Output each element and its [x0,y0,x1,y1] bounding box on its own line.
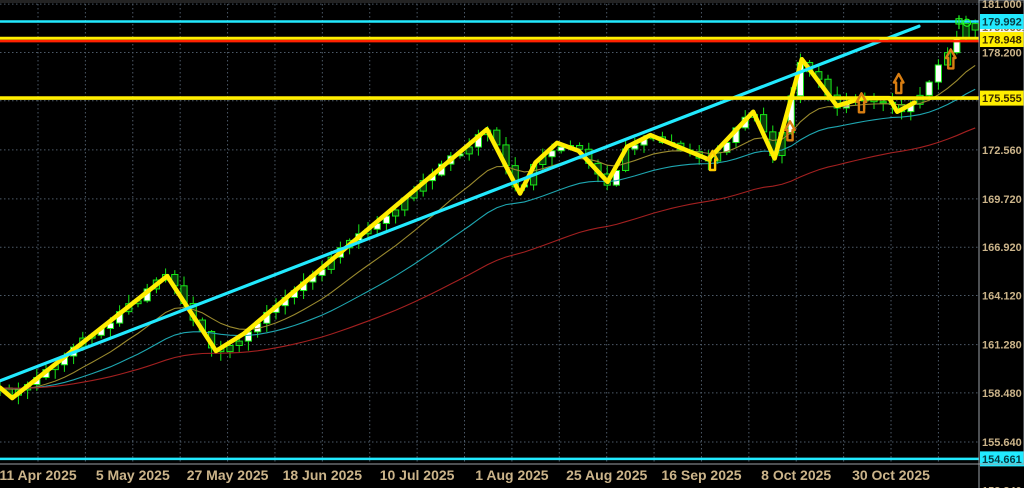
svg-text:179.992: 179.992 [982,17,1022,29]
svg-text:18 Jun 2025: 18 Jun 2025 [283,467,363,483]
svg-text:158.480: 158.480 [982,388,1022,400]
svg-text:181.000: 181.000 [982,0,1022,11]
svg-text:27 May 2025: 27 May 2025 [187,467,269,483]
svg-text:166.920: 166.920 [982,242,1022,254]
svg-text:11 Apr 2025: 11 Apr 2025 [0,467,77,483]
svg-text:1 Aug 2025: 1 Aug 2025 [475,467,549,483]
svg-text:164.120: 164.120 [982,291,1022,303]
svg-text:8 Oct 2025: 8 Oct 2025 [761,467,831,483]
svg-text:172.560: 172.560 [982,145,1022,157]
svg-text:25 Aug 2025: 25 Aug 2025 [566,467,647,483]
svg-text:30 Oct 2025: 30 Oct 2025 [852,467,930,483]
svg-text:161.280: 161.280 [982,340,1022,352]
svg-text:155.640: 155.640 [982,437,1022,449]
svg-text:5 May 2025: 5 May 2025 [96,467,170,483]
svg-text:16 Sep 2025: 16 Sep 2025 [661,467,741,483]
svg-text:169.720: 169.720 [982,194,1022,206]
svg-text:175.555: 175.555 [982,93,1022,105]
svg-text:10 Jul 2025: 10 Jul 2025 [380,467,455,483]
svg-text:178.948: 178.948 [982,35,1022,47]
svg-text:178.200: 178.200 [982,47,1022,59]
